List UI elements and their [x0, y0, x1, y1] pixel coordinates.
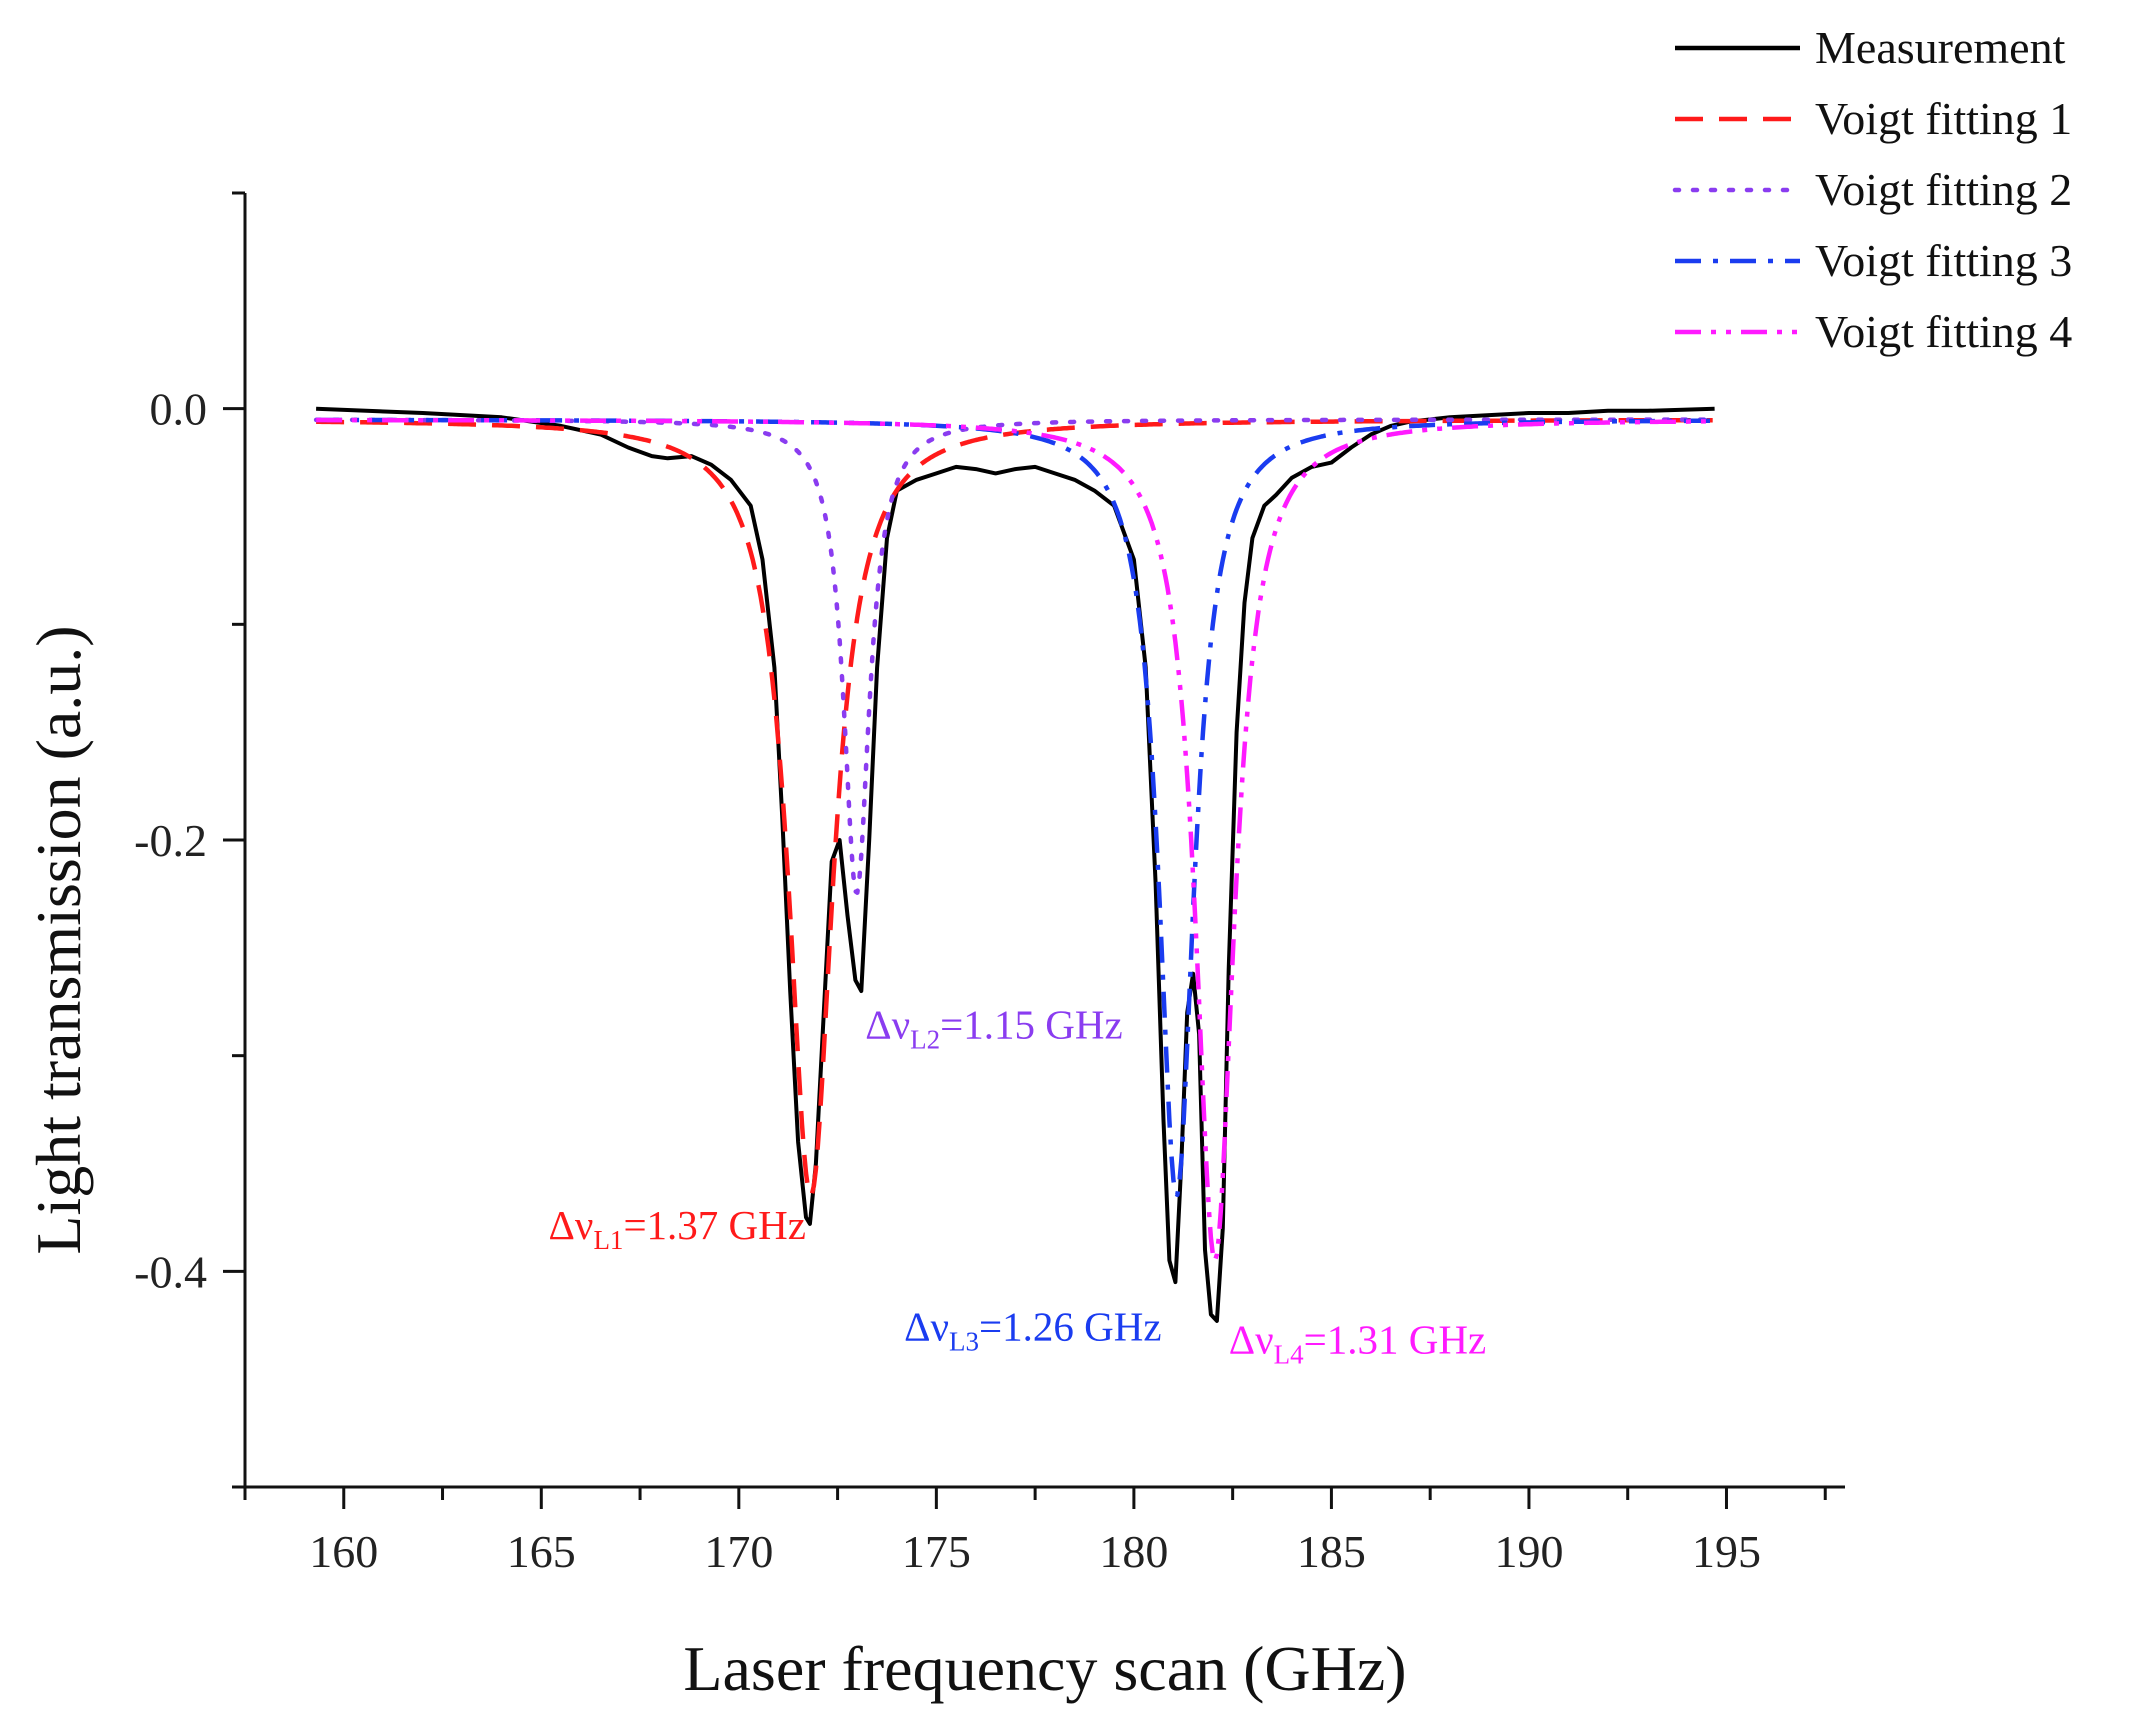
- axes: 160 165 170 175 180 185 190 195 0.0 -0.2 -0.4: [134, 191, 1845, 1577]
- x-axis-title: Laser frequency scan (GHz): [683, 1633, 1406, 1704]
- series-lines: [313, 406, 1715, 1323]
- legend-label: Voigt fitting 1: [1815, 93, 2072, 144]
- y-tick-label: -0.2: [134, 815, 207, 866]
- y-tick-label: -0.4: [134, 1246, 207, 1297]
- x-tick-label: 195: [1692, 1526, 1761, 1577]
- x-tick-label: 185: [1297, 1526, 1366, 1577]
- linewidth-annotation-l1: ΔνL1=1.37 GHz: [549, 1202, 806, 1255]
- x-tick-label: 170: [704, 1526, 773, 1577]
- legend-label: Voigt fitting 3: [1815, 235, 2072, 286]
- annotations: ΔνL1=1.37 GHz ΔνL2=1.15 GHz ΔνL3=1.26 GHz Δ…: [549, 1001, 1487, 1369]
- series-line-voigt-fitting-2: [313, 417, 1715, 895]
- x-tick-label: 175: [902, 1526, 971, 1577]
- linewidth-annotation-l4: ΔνL4=1.31 GHz: [1229, 1316, 1486, 1369]
- legend-label: Voigt fitting 4: [1815, 306, 2072, 357]
- linewidth-annotation-l2: ΔνL2=1.15 GHz: [865, 1001, 1122, 1054]
- legend-label: Voigt fitting 2: [1815, 164, 2072, 215]
- series-line-voigt-fitting-4: [315, 417, 1713, 1263]
- x-tick-label: 165: [507, 1526, 576, 1577]
- series-line-measurement: [316, 406, 1715, 1323]
- legend-label: Measurement: [1815, 22, 2066, 73]
- series-line-voigt-fitting-1: [315, 417, 1713, 1198]
- x-tick-label: 160: [309, 1526, 378, 1577]
- x-tick-label: 180: [1099, 1526, 1168, 1577]
- legend: Measurement Voigt fitting 1 Voigt fitting …: [1672, 22, 2072, 357]
- y-tick-label: 0.0: [150, 384, 208, 435]
- linewidth-annotation-l3: ΔνL3=1.26 GHz: [904, 1303, 1161, 1356]
- series-line-voigt-fitting-3: [315, 417, 1713, 1198]
- x-tick-label: 190: [1494, 1526, 1563, 1577]
- y-axis-title: Light transmission (a.u.): [23, 625, 94, 1254]
